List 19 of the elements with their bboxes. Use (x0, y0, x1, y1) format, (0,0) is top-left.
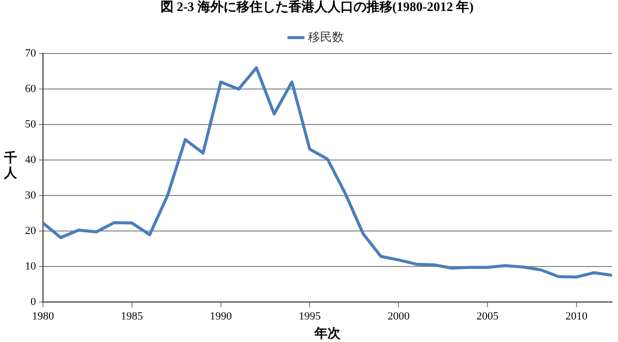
legend-label: 移民数 (308, 30, 344, 44)
y-tick-label: 40 (25, 154, 36, 166)
x-tick-label: 1990 (210, 310, 232, 323)
x-axis-title: 年次 (314, 326, 342, 341)
y-tick-label: 60 (25, 83, 36, 96)
x-tick-label: 2000 (388, 310, 410, 323)
x-tick-label: 1980 (32, 310, 54, 323)
chart-title: 図 2-3 海外に移住した香港人人口の推移(1980-2012 年) (160, 0, 474, 14)
x-tick-label: 2005 (476, 310, 500, 323)
x-tick-label: 1995 (298, 310, 322, 323)
x-tick-label: 1985 (120, 310, 144, 323)
y-tick-label: 10 (25, 260, 36, 273)
x-tick-label: 2010 (565, 310, 588, 323)
y-tick-label: 20 (25, 225, 36, 238)
y-tick-label: 30 (25, 190, 36, 202)
y-tick-label: 50 (25, 118, 36, 131)
y-axis-title: 千人 (4, 150, 18, 180)
y-tick-label: 0 (30, 296, 36, 308)
y-tick-label: 70 (25, 47, 36, 60)
